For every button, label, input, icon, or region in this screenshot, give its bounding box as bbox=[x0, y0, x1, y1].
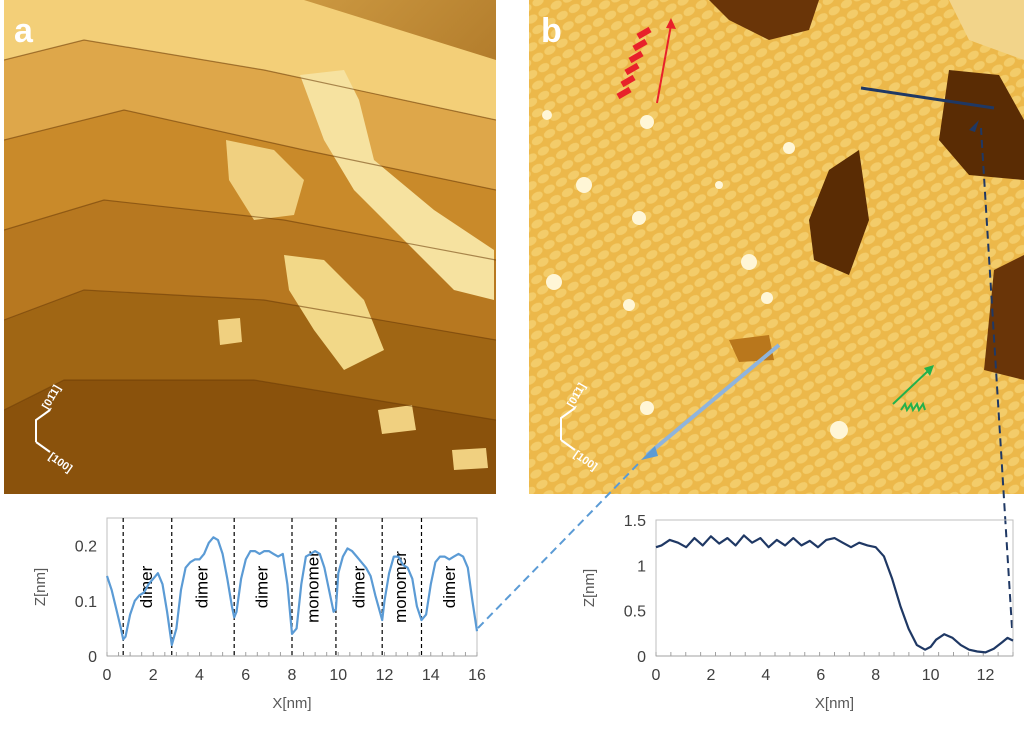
orientation-indicator-b bbox=[560, 407, 576, 451]
orientation-indicator-a bbox=[35, 409, 51, 453]
terrace bbox=[4, 200, 496, 340]
stm-image-b: [01̄1] [100] b bbox=[529, 0, 1024, 494]
x-axis-label: X[nm] bbox=[815, 695, 854, 712]
pit bbox=[809, 150, 869, 275]
bright-region bbox=[949, 0, 1024, 60]
x-tick-label: 12 bbox=[977, 667, 995, 684]
y-tick-label: 0.2 bbox=[75, 539, 97, 556]
terrace bbox=[4, 0, 496, 120]
red-dimer-arrow bbox=[616, 18, 676, 104]
x-tick-label: 8 bbox=[288, 667, 297, 684]
profile-line-left-arrow bbox=[641, 446, 658, 460]
y-tick-label: 1.5 bbox=[624, 513, 646, 530]
plot-frame bbox=[655, 519, 1014, 657]
profile-line-left bbox=[645, 343, 781, 457]
y-tick-label: 1 bbox=[637, 558, 646, 575]
y-tick-label: 0 bbox=[637, 649, 646, 666]
y-tick-label: 0.1 bbox=[75, 594, 97, 611]
x-tick-label: 14 bbox=[422, 667, 440, 684]
y-axis-label: Z[nm] bbox=[32, 568, 49, 606]
profile-chart-right: 0 2 4 6 8 10 12 0 0.5 1 1.5 X[nm] Z[nm] bbox=[581, 513, 1014, 712]
profile-chart-left: dimer dimer dimer monomer dimer monomer dimer0… bbox=[32, 517, 486, 712]
green-monomer-arrow bbox=[892, 365, 934, 413]
segment-label: dimer bbox=[252, 565, 271, 608]
bright-island bbox=[218, 318, 242, 345]
x-tick-label: 4 bbox=[195, 667, 204, 684]
panel-label-a: a bbox=[14, 12, 33, 50]
segment-label: dimer bbox=[350, 565, 369, 608]
segment-label: dimer bbox=[440, 565, 459, 608]
x-axis-label: X[nm] bbox=[272, 695, 311, 712]
x-tick-label: 12 bbox=[376, 667, 394, 684]
x-tick-label: 6 bbox=[241, 667, 250, 684]
x-tick-label: 10 bbox=[329, 667, 347, 684]
x-tick-label: 2 bbox=[706, 667, 715, 684]
x-tick-label: 2 bbox=[149, 667, 158, 684]
y-axis-label: Z[nm] bbox=[581, 569, 598, 607]
segment-label: monomer bbox=[391, 551, 410, 623]
x-tick-label: 0 bbox=[652, 667, 661, 684]
x-tick-label: 8 bbox=[871, 667, 880, 684]
terrace bbox=[4, 40, 496, 190]
bright-island bbox=[226, 140, 304, 220]
profile-line-right bbox=[860, 86, 995, 110]
series-line bbox=[655, 534, 1014, 654]
segment-label: dimer bbox=[192, 565, 211, 608]
bright-island bbox=[300, 70, 494, 300]
series-line bbox=[105, 536, 479, 647]
stm-image-a: [01̄1] [100] a bbox=[4, 0, 496, 494]
pit bbox=[709, 0, 819, 40]
x-tick-label: 0 bbox=[103, 667, 112, 684]
pit bbox=[729, 335, 774, 362]
y-tick-label: 0.5 bbox=[624, 604, 646, 621]
profile-line-right-arrow bbox=[969, 120, 979, 132]
segment-label: monomer bbox=[303, 551, 322, 623]
x-tick-label: 10 bbox=[922, 667, 940, 684]
terrace bbox=[4, 380, 496, 494]
x-tick-label: 6 bbox=[816, 667, 825, 684]
stm-image-a-canvas: [01̄1] [100] bbox=[4, 0, 496, 494]
stm-image-b-canvas: [01̄1] [100] bbox=[529, 0, 1024, 494]
x-tick-label: 4 bbox=[761, 667, 770, 684]
bright-island bbox=[378, 405, 416, 434]
panel-label-b: b bbox=[541, 12, 562, 50]
bright-island bbox=[452, 448, 488, 470]
step-edges bbox=[4, 39, 496, 421]
adatoms bbox=[542, 110, 848, 439]
x-tick-label: 16 bbox=[468, 667, 486, 684]
y-tick-label: 0 bbox=[88, 649, 97, 666]
